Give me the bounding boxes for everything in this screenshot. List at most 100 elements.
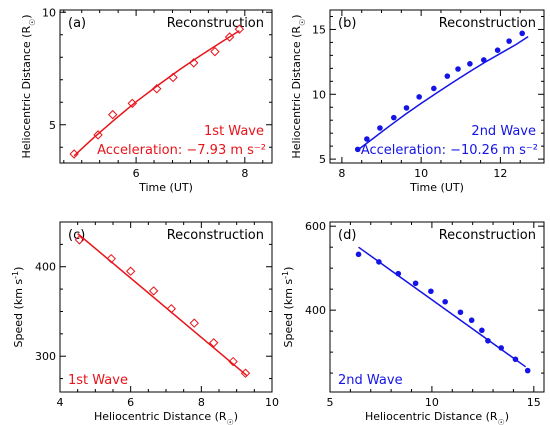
x-tick-label: 8: [198, 396, 205, 409]
data-point-diamond: [168, 72, 178, 83]
x-tick-label: 10: [425, 396, 439, 409]
data-point-dot: [485, 337, 491, 344]
data-point-dot: [442, 298, 448, 305]
data-point-dot: [444, 73, 451, 79]
data-point-diamond: [208, 338, 219, 348]
fit-line: [358, 246, 527, 368]
data-point-diamond: [189, 318, 199, 328]
wave-annotation: 2nd Wave: [338, 373, 403, 388]
fit-line: [77, 233, 248, 377]
panel-b: 8 10 12 5 10 15 Time (UT) Heliocentric Distance…: [290, 9, 545, 194]
panel-label: (b): [338, 16, 356, 31]
x-tick-label: 8: [338, 167, 345, 180]
data-point-diamond: [240, 368, 251, 378]
data-point-dot: [519, 30, 526, 37]
panel-title: Reconstruction: [167, 228, 264, 243]
data-point-dot: [395, 270, 402, 277]
y-tick-label: 5: [319, 153, 326, 166]
data-point-diamond: [125, 266, 136, 276]
y-tick-label: 600: [305, 220, 326, 233]
data-point-diamond: [108, 109, 118, 120]
x-tick-label: 10: [265, 396, 279, 409]
data-point-dot: [403, 105, 410, 111]
x-tick-label: 15: [527, 396, 541, 409]
y-tick-label: 10: [312, 88, 326, 101]
data-point-dot: [494, 47, 501, 53]
data-point-dot: [467, 61, 473, 67]
y-tick-label: 300: [35, 350, 56, 363]
panel-title: Reconstruction: [439, 16, 536, 31]
fit-line: [357, 35, 529, 151]
wave-annotation: 2nd Wave: [471, 124, 536, 139]
panel-a: 6 8 5 10 Time (UT) Heliocentric Distance (R☉)…: [20, 6, 273, 194]
panel-label: (a): [68, 16, 86, 31]
data-point-dot: [468, 317, 475, 324]
data-point-diamond: [106, 253, 116, 264]
panel-d: 5 10 15 400 600 Heliocentric Distance (R☉) Spe…: [281, 220, 545, 425]
x-axis-label: Time (UT): [138, 181, 193, 194]
x-tick-label: 5: [327, 396, 334, 409]
data-point-dot: [428, 288, 434, 295]
x-axis-label: Time (UT): [409, 181, 464, 194]
x-axis-label: Heliocentric Distance (R☉): [365, 410, 509, 425]
data-point-dot: [391, 114, 397, 121]
data-point-diamond: [152, 84, 162, 94]
data-point-dot: [376, 259, 382, 265]
plot-frame: [329, 221, 545, 393]
plot-frame: [329, 9, 545, 164]
x-tick-label: 6: [133, 167, 140, 180]
data-point-dot: [455, 66, 461, 72]
y-tick-label: 5: [49, 119, 56, 132]
data-point-dot: [354, 146, 361, 153]
data-point-diamond: [166, 304, 177, 314]
x-axis-label: Heliocentric Distance (R☉): [94, 410, 238, 425]
y-axis-label: Heliocentric Distance (R☉): [20, 14, 37, 158]
data-point-dot: [506, 38, 512, 44]
data-point-diamond: [74, 235, 85, 245]
data-point-diamond: [210, 46, 220, 57]
data-point-diamond: [69, 149, 79, 159]
panel-label: (d): [338, 228, 356, 243]
x-tick-label: 10: [414, 167, 428, 180]
panel-title: Reconstruction: [439, 228, 536, 243]
y-tick-label: 400: [35, 261, 56, 274]
data-point-dot: [524, 367, 531, 374]
data-point-dot: [364, 136, 370, 142]
y-axis-label: Speed (km s-1): [11, 267, 26, 348]
y-axis-label: Heliocentric Distance (R☉): [290, 14, 307, 158]
data-point-diamond: [228, 356, 238, 367]
acceleration-annotation: Acceleration: −10.26 m s⁻²: [361, 143, 538, 158]
data-point-dot: [355, 251, 362, 258]
data-point-diamond: [93, 130, 103, 140]
data-point-dot: [457, 309, 464, 316]
panel-c: 4 6 8 10 300 400 Heliocentric Distance (R☉) Spe…: [11, 221, 279, 425]
x-tick-label: 6: [127, 396, 134, 409]
data-point-diamond: [148, 286, 159, 296]
data-point-dot: [377, 125, 383, 131]
y-tick-label: 400: [305, 304, 326, 317]
y-axis-label: Speed (km s-1): [281, 267, 296, 348]
wave-annotation: 1st Wave: [204, 124, 264, 139]
data-point-diamond: [234, 24, 245, 34]
wave-annotation: 1st Wave: [68, 373, 128, 388]
y-tick-label: 15: [312, 23, 326, 36]
x-tick-label: 4: [57, 396, 64, 409]
data-point-dot: [512, 356, 519, 363]
y-tick-label: 10: [42, 6, 56, 19]
plot-frame: [59, 9, 273, 164]
data-point-dot: [412, 280, 419, 287]
panel-label: (c): [68, 228, 85, 243]
x-tick-label: 8: [241, 167, 248, 180]
data-point-dot: [416, 94, 422, 100]
x-tick-label: 12: [493, 167, 507, 180]
data-point-dot: [479, 327, 485, 334]
data-point-dot: [431, 85, 437, 92]
acceleration-annotation: Acceleration: −7.93 m s⁻²: [97, 143, 266, 158]
panel-title: Reconstruction: [167, 16, 264, 31]
data-point-dot: [498, 345, 505, 351]
data-point-diamond: [224, 32, 235, 42]
data-point-diamond: [127, 98, 138, 109]
data-point-dot: [480, 57, 487, 63]
data-point-diamond: [189, 58, 199, 68]
